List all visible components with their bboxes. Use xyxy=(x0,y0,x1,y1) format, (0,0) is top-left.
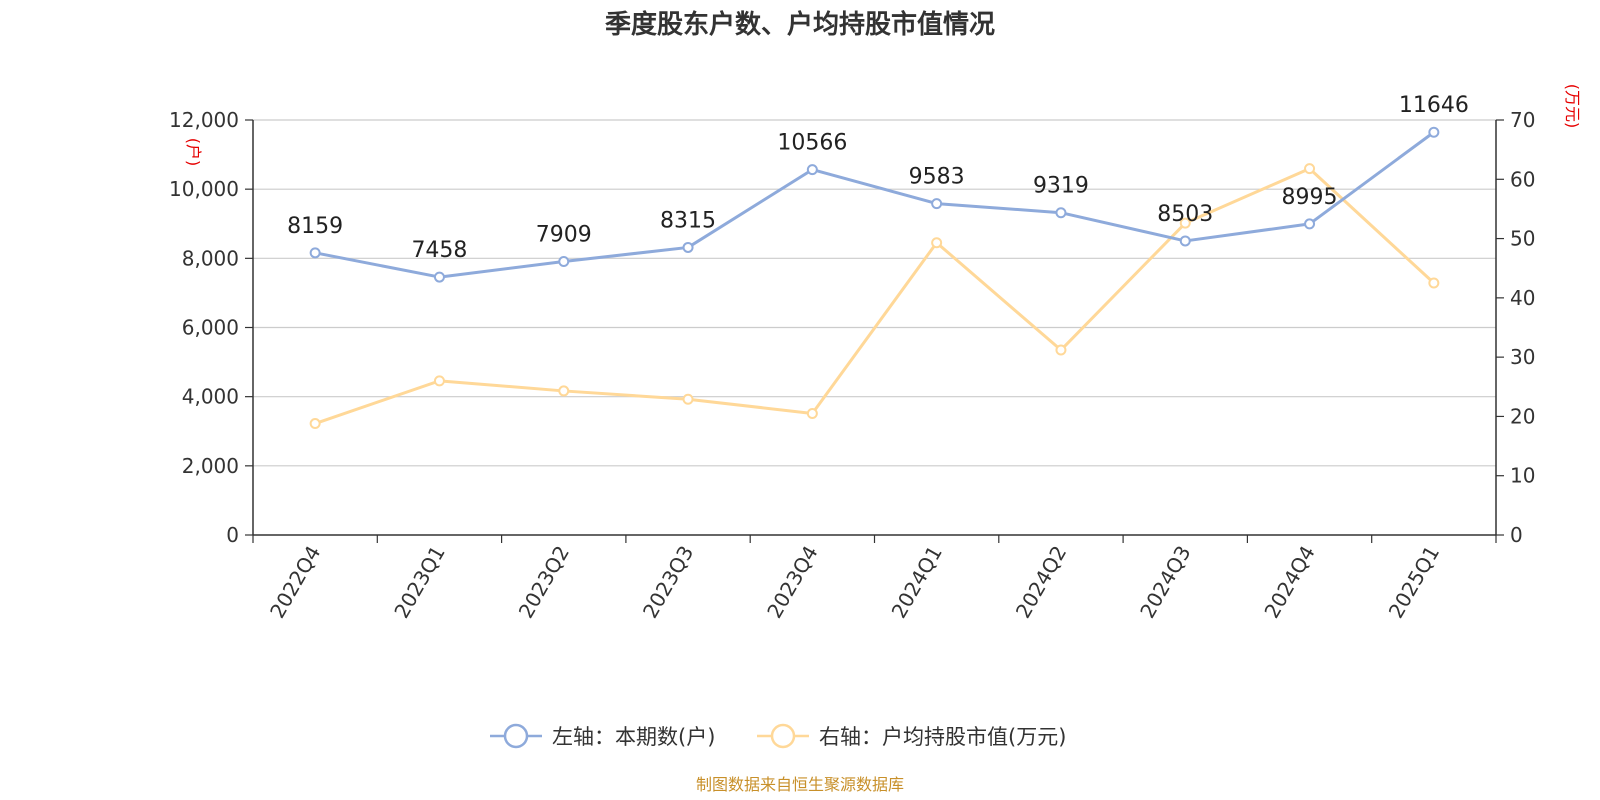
left-axis-unit: (户) xyxy=(184,138,203,167)
data-label-households: 9319 xyxy=(1033,174,1089,199)
legend-marker-market-value xyxy=(770,723,796,749)
data-label-households: 7909 xyxy=(536,222,592,247)
data-label-households: 8995 xyxy=(1282,185,1338,210)
data-point-households xyxy=(433,271,445,283)
data-point-households xyxy=(931,198,943,210)
left-axis-tick-label: 6,000 xyxy=(182,316,239,340)
data-label-households: 9583 xyxy=(909,165,965,190)
data-point-households xyxy=(1428,126,1440,138)
left-axis-tick-label: 12,000 xyxy=(169,108,239,132)
x-axis-tick-label: 2023Q2 xyxy=(514,542,574,623)
data-labels: 8159 7458 7909 8315 10566 9583 9319 8503 8995 116… xyxy=(287,93,1469,263)
right-axis-tick-label: 0 xyxy=(1510,523,1523,547)
data-point-market-value xyxy=(309,418,321,430)
data-point-market-value xyxy=(433,375,445,387)
right-axis-unit: (万元) xyxy=(1563,84,1582,129)
series-lines xyxy=(309,126,1440,430)
x-axis-tick-label: 2024Q2 xyxy=(1011,542,1071,623)
data-label-households: 8159 xyxy=(287,214,343,239)
data-label-households: 10566 xyxy=(777,131,847,156)
data-point-market-value xyxy=(1428,277,1440,289)
data-point-market-value xyxy=(1304,163,1316,175)
data-point-market-value xyxy=(558,385,570,397)
legend-label-households: 左轴：本期数(户) xyxy=(552,725,715,749)
right-axis-tick-label: 10 xyxy=(1510,464,1535,488)
data-point-households xyxy=(1304,218,1316,230)
right-axis-tick-label: 70 xyxy=(1510,108,1535,132)
left-axis-tick-label: 8,000 xyxy=(182,246,239,270)
x-axis-tick-label: 2023Q4 xyxy=(762,542,822,623)
data-point-market-value xyxy=(1055,344,1067,356)
legend-marker-households xyxy=(503,723,529,749)
right-axis-tick-label: 50 xyxy=(1510,227,1535,251)
left-axis-tick-label: 4,000 xyxy=(182,385,239,409)
x-axis-tick-label: 2024Q4 xyxy=(1259,542,1319,623)
x-axis-tick-label: 2022Q4 xyxy=(265,542,325,623)
data-point-households xyxy=(682,241,694,253)
left-axis-tick-label: 0 xyxy=(226,523,239,547)
series-line-households xyxy=(314,131,1435,279)
legend: 左轴：本期数(户) 右轴：户均持股市值(万元) xyxy=(490,723,1066,749)
data-point-households xyxy=(558,255,570,267)
chart-title: 季度股东户数、户均持股市值情况 xyxy=(605,9,995,40)
right-axis-tick-label: 30 xyxy=(1510,345,1535,369)
source-note: 制图数据来自恒生聚源数据库 xyxy=(696,775,904,794)
x-axis-tick-label: 2024Q1 xyxy=(887,542,947,623)
x-axis-tick-label: 2023Q1 xyxy=(389,542,449,623)
data-point-market-value xyxy=(931,237,943,249)
data-point-market-value xyxy=(682,393,694,405)
left-axis-tick-label: 10,000 xyxy=(169,177,239,201)
series-line-market-value xyxy=(314,167,1435,425)
data-point-market-value xyxy=(1179,217,1191,229)
legend-item-households[interactable]: 左轴：本期数(户) xyxy=(490,723,715,749)
data-point-households xyxy=(1055,207,1067,219)
right-axis-tick-label: 20 xyxy=(1510,404,1535,428)
data-label-households: 7458 xyxy=(411,238,467,263)
x-axis-tick-label: 2024Q3 xyxy=(1135,542,1195,623)
data-point-market-value xyxy=(806,407,818,419)
data-label-households: 8503 xyxy=(1157,202,1213,227)
right-axis-tick-label: 40 xyxy=(1510,286,1535,310)
data-label-households: 11646 xyxy=(1399,93,1469,118)
legend-item-market-value[interactable]: 右轴：户均持股市值(万元) xyxy=(757,723,1066,749)
data-point-households xyxy=(806,164,818,176)
x-axis-tick-label: 2023Q3 xyxy=(638,542,698,623)
data-point-households xyxy=(1179,235,1191,247)
legend-label-market-value: 右轴：户均持股市值(万元) xyxy=(819,725,1066,749)
left-axis-tick-label: 2,000 xyxy=(182,454,239,478)
data-point-households xyxy=(309,247,321,259)
right-axis-tick-label: 60 xyxy=(1510,167,1535,191)
x-axis-tick-label: 2025Q1 xyxy=(1384,542,1444,623)
data-label-households: 8315 xyxy=(660,208,716,233)
